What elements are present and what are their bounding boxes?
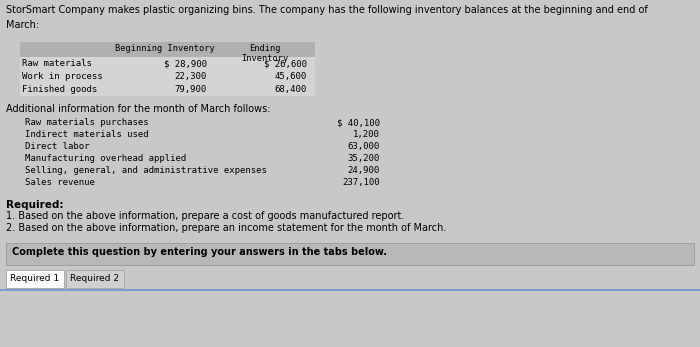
Text: StorSmart Company makes plastic organizing bins. The company has the following i: StorSmart Company makes plastic organizi… xyxy=(6,5,648,30)
Text: 1,200: 1,200 xyxy=(353,130,380,139)
Bar xyxy=(20,57,315,70)
Text: 45,600: 45,600 xyxy=(274,72,307,81)
Text: $ 28,900: $ 28,900 xyxy=(164,59,207,68)
Text: Additional information for the month of March follows:: Additional information for the month of … xyxy=(6,104,270,114)
Text: 2. Based on the above information, prepare an income statement for the month of : 2. Based on the above information, prepa… xyxy=(6,223,447,233)
Text: Raw materials: Raw materials xyxy=(22,59,92,68)
Text: Complete this question by entering your answers in the tabs below.: Complete this question by entering your … xyxy=(12,247,387,257)
Text: $ 40,100: $ 40,100 xyxy=(337,118,380,127)
Bar xyxy=(20,42,315,57)
Text: 22,300: 22,300 xyxy=(175,72,207,81)
Text: 68,400: 68,400 xyxy=(274,85,307,94)
Text: Required:: Required: xyxy=(6,200,64,210)
Bar xyxy=(66,270,124,288)
Text: Indirect materials used: Indirect materials used xyxy=(25,130,148,139)
Text: Required 2: Required 2 xyxy=(71,274,120,283)
Bar xyxy=(6,243,694,265)
Text: Selling, general, and administrative expenses: Selling, general, and administrative exp… xyxy=(25,166,267,175)
Text: 35,200: 35,200 xyxy=(348,154,380,163)
Text: 63,000: 63,000 xyxy=(348,142,380,151)
Text: Sales revenue: Sales revenue xyxy=(25,178,95,187)
Bar xyxy=(20,70,315,83)
Text: Direct labor: Direct labor xyxy=(25,142,90,151)
Text: Required 1: Required 1 xyxy=(10,274,60,283)
Text: 237,100: 237,100 xyxy=(342,178,380,187)
Text: 79,900: 79,900 xyxy=(175,85,207,94)
Bar xyxy=(6,270,64,288)
Text: Raw materials purchases: Raw materials purchases xyxy=(25,118,148,127)
Text: Ending
Inventory: Ending Inventory xyxy=(241,44,288,64)
Text: 24,900: 24,900 xyxy=(348,166,380,175)
Text: $ 26,600: $ 26,600 xyxy=(264,59,307,68)
Bar xyxy=(20,83,315,96)
Text: Finished goods: Finished goods xyxy=(22,85,97,94)
Text: Work in process: Work in process xyxy=(22,72,103,81)
Text: 1. Based on the above information, prepare a cost of goods manufactured report.: 1. Based on the above information, prepa… xyxy=(6,211,405,221)
Text: Beginning Inventory: Beginning Inventory xyxy=(115,44,215,53)
Text: Manufacturing overhead applied: Manufacturing overhead applied xyxy=(25,154,186,163)
